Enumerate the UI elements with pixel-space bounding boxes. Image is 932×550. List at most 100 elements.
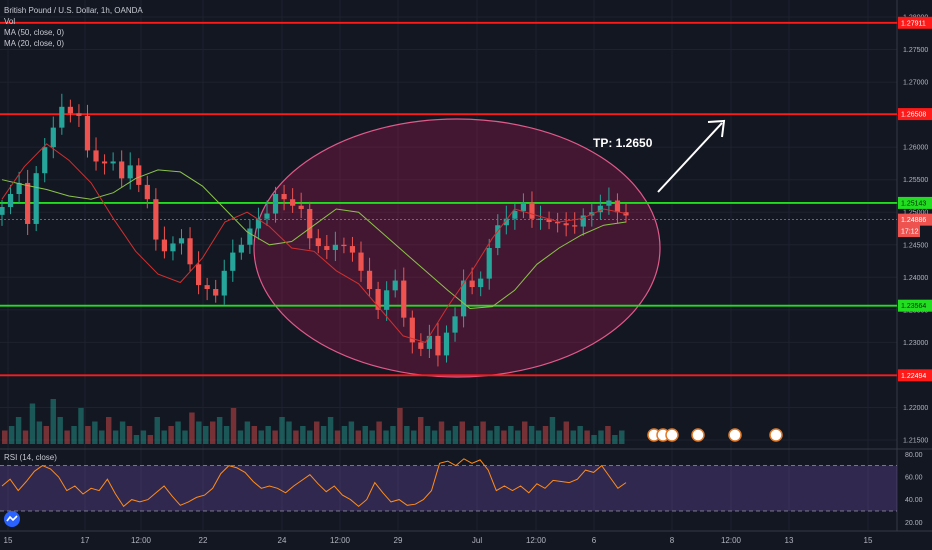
candle-body[interactable] [59,106,65,128]
candle-body[interactable] [537,218,544,220]
candle-body[interactable] [238,244,244,253]
candle-body[interactable] [7,194,14,208]
ma50-legend[interactable]: MA (50, close, 0) [4,28,65,37]
volume-bar [570,430,576,444]
candle-body[interactable] [272,194,279,214]
volume-legend[interactable]: Vol [4,17,16,26]
candle-body[interactable] [409,317,415,343]
candle-body[interactable] [67,106,73,114]
candle-body[interactable] [93,150,99,162]
candle-body[interactable] [375,289,381,310]
volume-bar [424,426,431,444]
candle-body[interactable] [606,200,612,206]
calendar-event-icon[interactable] [665,428,679,442]
candle-body[interactable] [170,243,176,252]
calendar-event-icon[interactable] [691,428,705,442]
candle-body[interactable] [435,335,441,356]
candle-body[interactable] [426,335,432,349]
candle-body[interactable] [495,225,501,249]
candle-body[interactable] [512,210,518,219]
candle-body[interactable] [298,205,304,209]
ma20-legend[interactable]: MA (20, close, 0) [4,39,65,48]
candle-body[interactable] [563,223,569,226]
candle-body[interactable] [264,213,270,219]
volume-bar [196,421,202,444]
candle-body[interactable] [290,199,296,206]
candle-body[interactable] [572,225,578,227]
candle-body[interactable] [452,316,458,333]
candle-body[interactable] [0,207,5,215]
level-price-label: 1.26508 [901,112,926,119]
candle-body[interactable] [529,202,535,219]
candle-body[interactable] [503,218,509,226]
candle-body[interactable] [443,332,450,356]
candle-body[interactable] [332,244,338,250]
symbol-title[interactable]: British Pound / U.S. Dollar, 1h, OANDA [4,6,143,15]
candle-body[interactable] [358,252,364,271]
candle-body[interactable] [469,280,475,288]
volume-bar [99,430,105,444]
volume-bar [341,426,348,444]
volume-bar [348,421,355,444]
candle-body[interactable] [486,248,492,279]
candle-body[interactable] [161,239,168,252]
candle-body[interactable] [623,212,629,216]
candle-body[interactable] [204,285,210,290]
candle-body[interactable] [187,238,193,265]
candle-body[interactable] [460,280,467,317]
volume-bar [36,421,43,444]
candle-body[interactable] [307,208,313,239]
candle-body[interactable] [546,218,552,222]
candle-body[interactable] [401,280,407,318]
candle-body[interactable] [153,199,159,240]
candle-body[interactable] [247,228,253,245]
candle-body[interactable] [119,161,125,179]
candle-body[interactable] [341,244,347,247]
candle-body[interactable] [110,161,116,164]
candle-body[interactable] [144,184,150,200]
candle-body[interactable] [324,246,330,250]
candle-body[interactable] [50,127,56,148]
candle-body[interactable] [42,147,48,174]
candle-body[interactable] [196,264,202,286]
level-price-tag [898,369,932,382]
rsi-legend[interactable]: RSI (14, close) [4,453,57,462]
candle-body[interactable] [281,194,287,200]
volume-bar [8,426,15,444]
candle-body[interactable] [478,278,484,288]
candle-body[interactable] [555,221,561,224]
price-tick-label: 1.23000 [903,340,928,347]
candle-body[interactable] [101,161,108,164]
candle-body[interactable] [178,238,185,244]
candle-body[interactable] [366,270,373,290]
candle-body[interactable] [33,173,39,224]
candle-body[interactable] [580,215,586,227]
calendar-event-icon[interactable] [769,428,783,442]
candle-body[interactable] [136,165,142,185]
current-price-label: 1.24886 [901,217,926,224]
candle-body[interactable] [384,290,390,310]
candle-body[interactable] [349,246,356,253]
price-tick-label: 1.27000 [903,80,928,87]
candle-body[interactable] [84,115,91,151]
candle-body[interactable] [16,182,22,195]
volume-bar [293,430,299,444]
candle-body[interactable] [76,113,82,116]
candle-body[interactable] [614,200,621,213]
volume-bar [376,421,382,444]
calendar-event-icon[interactable] [728,428,742,442]
tradingview-logo-icon[interactable] [4,511,20,527]
candle-body[interactable] [127,165,133,179]
candle-body[interactable] [25,182,31,224]
candle-body[interactable] [597,205,603,213]
candle-body[interactable] [315,238,321,247]
candle-body[interactable] [221,270,227,296]
candle-body[interactable] [230,252,236,271]
candle-body[interactable] [392,280,398,291]
candle-body[interactable] [520,202,527,211]
candle-body[interactable] [255,218,262,229]
volume-bar [438,421,445,444]
candle-body[interactable] [213,289,219,296]
candle-body[interactable] [418,342,424,349]
